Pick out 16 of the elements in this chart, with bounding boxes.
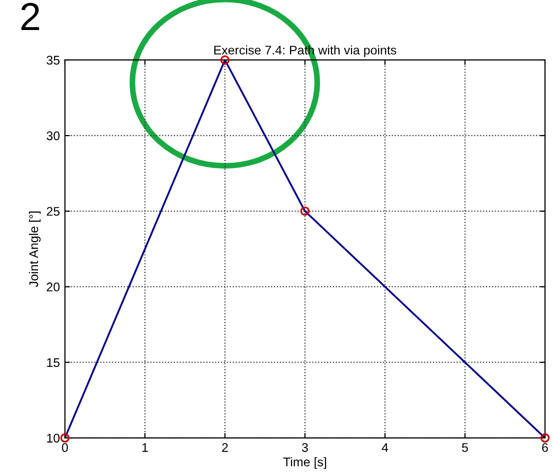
x-tick-label: 1 [142,443,148,452]
x-tick-label: 4 [382,443,388,452]
x-tick-label: 5 [462,443,468,452]
y-tick-label: 30 [46,131,60,140]
y-axis-title: Joint Angle [°] [28,212,41,288]
y-tick-label: 25 [46,206,60,216]
x-axis-title: Time [s] [283,457,326,469]
y-tick-label: 10 [47,434,60,443]
x-tick-label: 3 [302,443,308,452]
text: 2 [21,2,40,30]
x-tick-label: 2 [222,443,228,452]
y-tick-label: 35 [46,56,60,65]
y-tick-label: 20 [46,282,60,292]
x-tick-label: 6 [542,443,548,452]
y-tick-label: 15 [47,358,60,367]
x-tick-label: 0 [62,443,68,452]
